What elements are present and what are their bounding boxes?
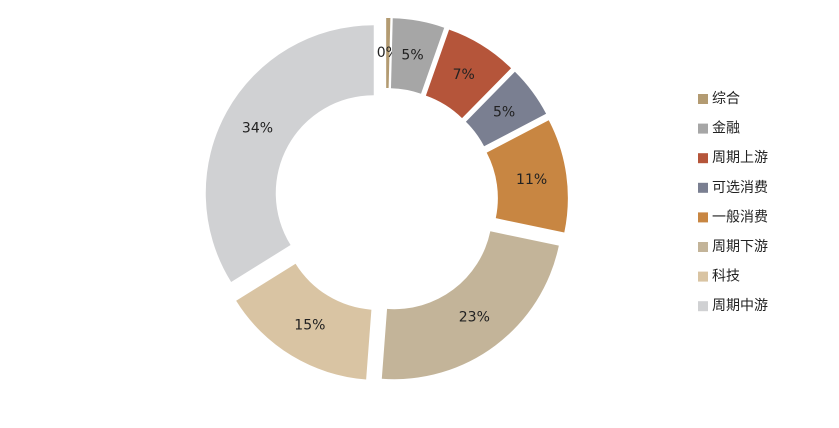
legend-label: 周期中游 (712, 298, 768, 314)
legend-swatch (698, 212, 708, 223)
legend-label: 周期下游 (712, 239, 768, 255)
donut-slice (236, 263, 372, 380)
legend-swatch (698, 153, 708, 164)
legend-swatch (698, 242, 708, 252)
legend-swatch (698, 301, 708, 312)
legend-label: 金融 (712, 121, 740, 137)
data-label: 5% (401, 47, 423, 63)
data-label: 7% (453, 67, 475, 83)
data-label: 23% (459, 310, 490, 326)
legend-label: 一般消费 (712, 209, 768, 225)
legend-label: 周期上游 (712, 150, 768, 166)
data-label: 15% (294, 318, 325, 334)
donut-slice (381, 231, 559, 380)
data-label: 34% (242, 121, 273, 137)
donut-slice (390, 18, 445, 94)
legend-label: 可选消费 (712, 180, 768, 196)
donut-slice (465, 71, 547, 147)
legend-swatch (698, 182, 708, 193)
donut-slice (386, 18, 391, 89)
donut-slice (486, 120, 568, 233)
legend-swatch (698, 271, 708, 282)
legend-swatch (698, 123, 708, 134)
donut-slice (205, 25, 374, 283)
donut-slice (425, 29, 512, 119)
legend-swatch (698, 94, 708, 104)
legend-label: 综合 (712, 91, 740, 107)
data-label: 11% (516, 172, 547, 188)
legend-label: 科技 (712, 269, 740, 285)
data-label: 5% (493, 104, 515, 120)
